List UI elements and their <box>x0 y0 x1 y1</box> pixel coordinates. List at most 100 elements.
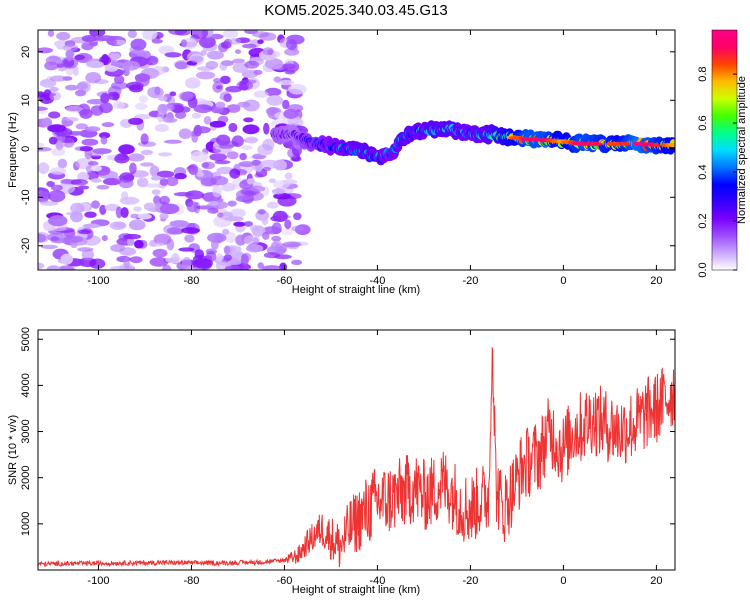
heatmap-cell <box>72 65 79 76</box>
x-tick-label: -40 <box>369 275 385 287</box>
y-tick-label: 20 <box>20 46 32 58</box>
colorbar-tick-label: 0.8 <box>697 66 709 81</box>
heatmap-cell <box>235 234 247 246</box>
heatmap-cell <box>130 38 147 51</box>
heatmap-cell <box>140 149 154 156</box>
x-tick-label: -60 <box>276 575 292 587</box>
heatmap-cell <box>99 204 107 215</box>
heatmap-cell <box>90 178 102 183</box>
snr-y-axis: 1000 2000 3000 4000 5000 <box>20 327 675 536</box>
heatmap-cell <box>63 43 79 52</box>
heatmap-cell <box>216 253 223 262</box>
heatmap-cell <box>134 73 151 83</box>
heatmap-cell <box>270 241 280 251</box>
x-tick-label: -100 <box>87 275 109 287</box>
heatmap-cell <box>261 217 269 226</box>
heatmap-cell <box>617 141 631 146</box>
heatmap-cell <box>227 257 243 265</box>
heatmap-cell <box>282 63 296 70</box>
heatmap-cell <box>192 258 213 269</box>
heatmap-cell <box>162 264 172 270</box>
spectrogram-y-label: Frequency (Hz) <box>7 112 19 188</box>
x-tick: -60 <box>276 30 292 287</box>
heatmap-cell <box>268 178 276 184</box>
heatmap-cell <box>81 35 97 43</box>
heatmap-cell <box>215 134 231 146</box>
heatmap-cell <box>193 124 202 137</box>
heatmap-cell <box>47 30 55 37</box>
heatmap-cell <box>574 141 590 146</box>
heatmap-cell <box>278 79 294 86</box>
heatmap-cell <box>169 220 189 228</box>
heatmap-cell <box>224 216 244 222</box>
heatmap-cell <box>147 86 164 99</box>
heatmap-cell <box>171 104 185 113</box>
heatmap-cell <box>49 91 62 101</box>
heatmap-cell <box>283 108 299 119</box>
heatmap-cell <box>133 206 142 212</box>
heatmap-cell <box>263 252 281 259</box>
heatmap-cell <box>237 101 251 108</box>
x-tick: -40 <box>369 330 385 587</box>
heatmap-cell <box>49 86 59 92</box>
heatmap-cell <box>85 60 104 68</box>
heatmap-cell <box>151 189 161 195</box>
y-tick-label: 1000 <box>20 512 32 536</box>
heatmap-cell <box>70 202 85 214</box>
heatmap-cell <box>241 145 253 151</box>
heatmap-cell <box>100 92 110 104</box>
heatmap-cell <box>246 244 264 253</box>
y-tick: 4000 <box>20 373 675 398</box>
x-tick-label: 20 <box>650 275 662 287</box>
x-tick: -80 <box>183 330 199 587</box>
heatmap-cell <box>251 225 266 237</box>
colorbar-tick: 0.8 <box>697 66 737 82</box>
heatmap-cell <box>120 207 129 218</box>
heatmap-cell <box>173 192 194 197</box>
heatmap-cell <box>64 117 79 122</box>
heatmap-cell <box>271 222 282 235</box>
heatmap-cell <box>263 122 270 135</box>
heatmap-cell <box>240 253 249 266</box>
heatmap-cell <box>150 175 162 181</box>
heatmap-cell <box>291 259 303 265</box>
heatmap-cell <box>115 206 123 219</box>
heatmap-cell <box>113 101 125 110</box>
heatmap-cell <box>77 171 89 182</box>
heatmap-cell <box>273 76 281 83</box>
snr-series-line <box>38 346 675 568</box>
heatmap-cell <box>79 108 93 119</box>
heatmap-cell <box>98 132 111 139</box>
x-tick: -100 <box>87 30 109 287</box>
heatmap-cell <box>159 195 171 206</box>
heatmap-cell <box>281 228 293 236</box>
heatmap-cell <box>293 212 302 221</box>
heatmap-cell <box>286 39 297 50</box>
heatmap-cell <box>251 159 261 166</box>
colorbar: 0.0 0.2 0.4 0.6 0.8 Normalized spectral ampl… <box>697 29 748 278</box>
heatmap-cell <box>222 228 230 235</box>
spectrogram-heatmap <box>38 30 675 270</box>
heatmap-cell <box>272 210 288 222</box>
heatmap-cell <box>175 111 187 119</box>
heatmap-cell <box>118 144 135 155</box>
heatmap-cell <box>49 167 67 175</box>
heatmap-cell <box>158 152 172 157</box>
heatmap-cell <box>222 30 239 39</box>
heatmap-cell <box>50 226 67 232</box>
heatmap-cell <box>101 235 108 242</box>
heatmap-cell <box>243 235 261 246</box>
heatmap-cell <box>110 53 121 60</box>
heatmap-cell <box>107 91 120 101</box>
spectrogram-x-label: Height of straight line (km) <box>292 284 420 296</box>
heatmap-cell <box>48 190 66 203</box>
x-tick: -40 <box>369 30 385 287</box>
heatmap-cell <box>127 30 137 39</box>
heatmap-cell <box>212 185 222 198</box>
heatmap-cell <box>209 120 227 128</box>
heatmap-cell <box>128 219 146 231</box>
heatmap-cell <box>190 151 209 163</box>
heatmap-cell <box>129 84 144 93</box>
heatmap-cell <box>282 99 290 110</box>
